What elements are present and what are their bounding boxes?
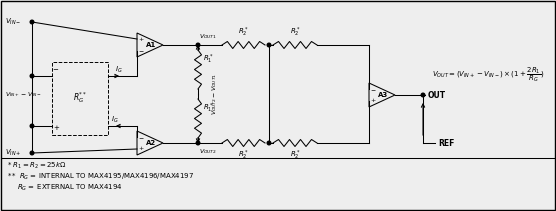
Circle shape — [30, 20, 34, 24]
Circle shape — [30, 74, 34, 78]
Text: $R_1^*$: $R_1^*$ — [203, 101, 214, 115]
Text: $R_2^*$: $R_2^*$ — [238, 149, 249, 162]
Text: $*\ R_1 = R_2 = 25k\Omega$: $*\ R_1 = R_2 = 25k\Omega$ — [7, 161, 66, 171]
Text: $**\ R_G =$ INTERNAL TO MAX4195/MAX4196/MAX4197: $**\ R_G =$ INTERNAL TO MAX4195/MAX4196/… — [7, 172, 194, 182]
Text: $V_{IN-}$: $V_{IN-}$ — [5, 17, 21, 27]
Text: +: + — [138, 37, 143, 42]
Bar — [52, 62, 108, 135]
Text: $R_2^*$: $R_2^*$ — [290, 149, 300, 162]
Text: A3: A3 — [378, 92, 388, 98]
Text: +: + — [370, 98, 376, 103]
Text: $V_{OUT1}$: $V_{OUT1}$ — [199, 32, 217, 41]
Text: $V_{OUT} = (V_{IN+} - V_{IN-}) \times (1 + \dfrac{2R_1}{R_G})$: $V_{OUT} = (V_{IN+} - V_{IN-}) \times (1… — [432, 66, 544, 84]
Text: $I_G$: $I_G$ — [111, 115, 119, 125]
Circle shape — [267, 141, 271, 145]
Text: +: + — [138, 146, 143, 151]
Text: $-$: $-$ — [138, 48, 144, 53]
Text: $V_{IN+} - V_{IN-}$: $V_{IN+} - V_{IN-}$ — [5, 91, 42, 99]
Text: A2: A2 — [146, 140, 156, 146]
Text: OUT: OUT — [428, 91, 446, 100]
Circle shape — [196, 141, 200, 145]
Text: REF: REF — [438, 138, 454, 147]
Text: $R_G^{**}$: $R_G^{**}$ — [73, 91, 87, 106]
Text: $R_1^*$: $R_1^*$ — [203, 52, 214, 66]
Text: $R_G =$ EXTERNAL TO MAX4194: $R_G =$ EXTERNAL TO MAX4194 — [17, 183, 123, 193]
Text: $V_{IN+}$: $V_{IN+}$ — [5, 148, 22, 158]
Text: $-$: $-$ — [52, 65, 59, 71]
Text: A1: A1 — [146, 42, 156, 48]
Text: $R_2^*$: $R_2^*$ — [290, 26, 300, 39]
Text: $-$: $-$ — [370, 87, 376, 92]
Circle shape — [196, 43, 200, 47]
Circle shape — [267, 43, 271, 47]
Text: $R_2^*$: $R_2^*$ — [238, 26, 249, 39]
Text: $I_G$: $I_G$ — [115, 65, 123, 75]
Circle shape — [30, 151, 34, 155]
Text: $V_{OUT2}$: $V_{OUT2}$ — [199, 147, 217, 156]
Circle shape — [30, 124, 34, 128]
Text: $V_{OUT2} - V_{OUT1}$: $V_{OUT2} - V_{OUT1}$ — [210, 73, 219, 115]
Circle shape — [421, 93, 425, 97]
Text: $-$: $-$ — [138, 135, 144, 140]
Text: +: + — [53, 125, 59, 131]
